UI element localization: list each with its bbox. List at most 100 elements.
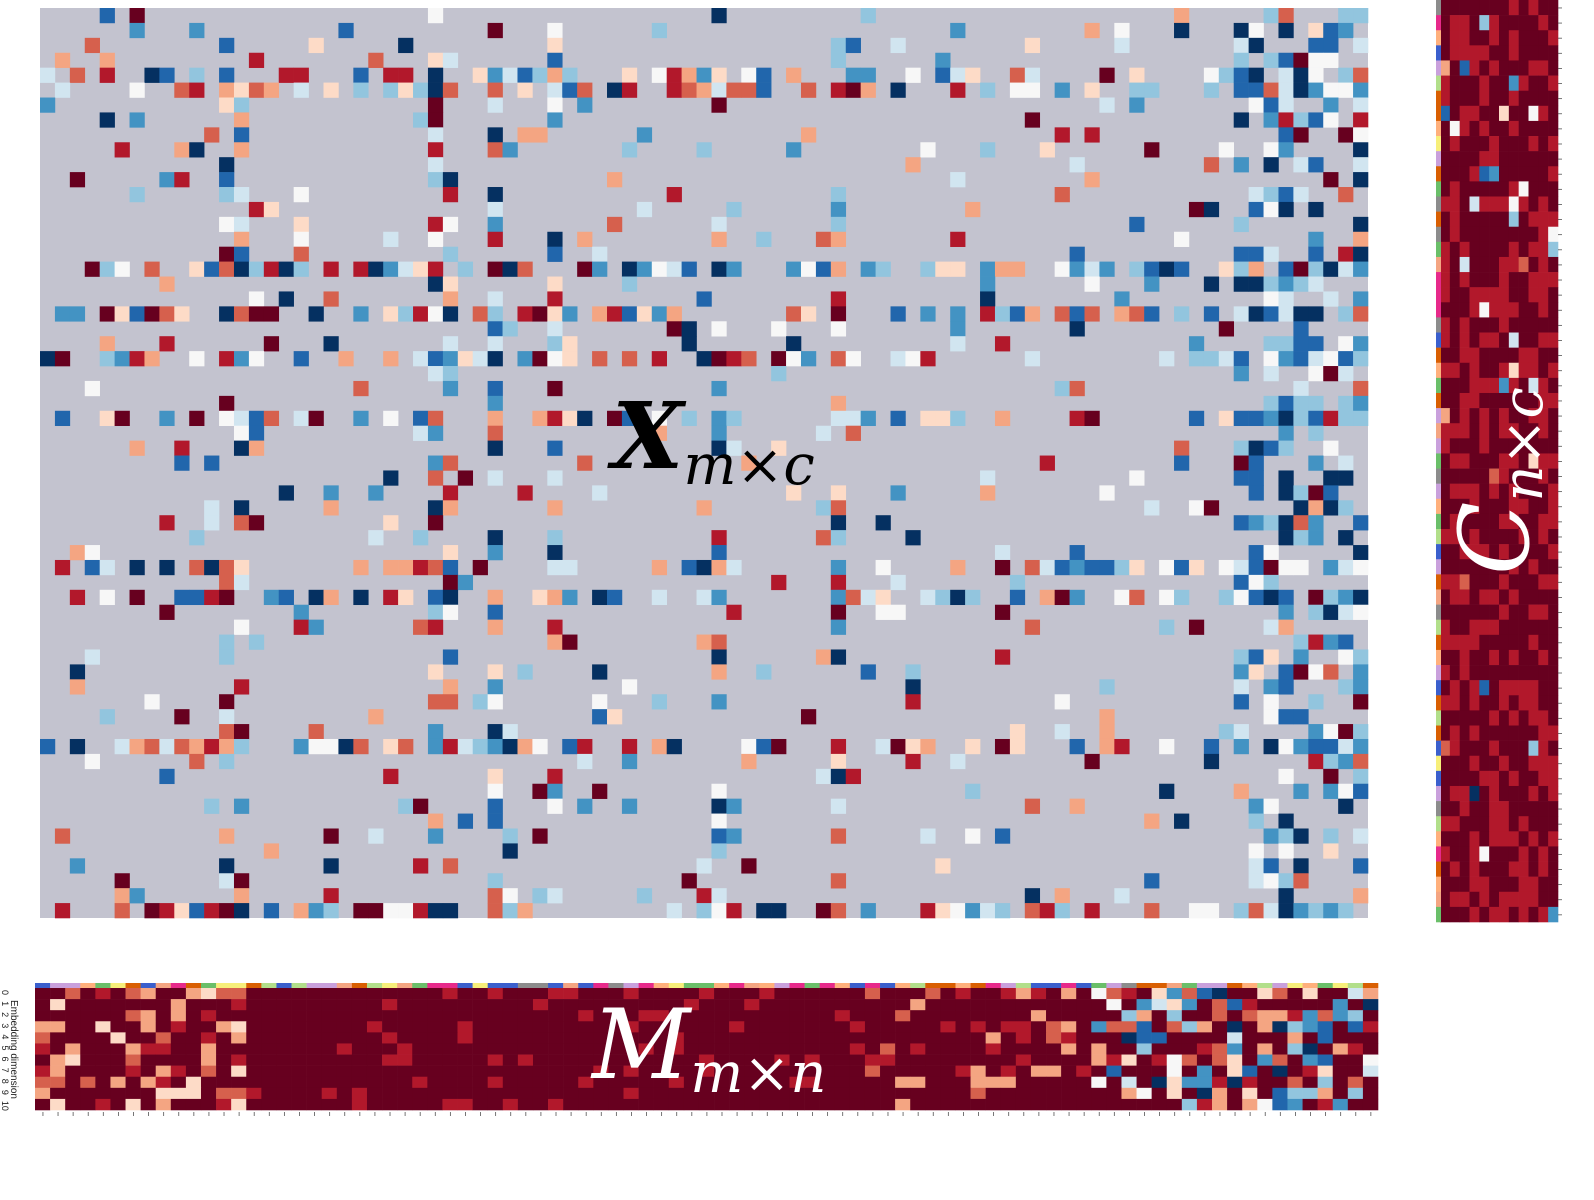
c-cell [1548, 60, 1559, 76]
m-tick [691, 1112, 693, 1116]
m-cell [170, 1098, 187, 1111]
c-cell [1508, 151, 1519, 167]
c-cell [1528, 211, 1539, 228]
x-cell [1233, 679, 1249, 695]
m-cell [1166, 1065, 1183, 1078]
x-cell [1293, 649, 1309, 665]
x-cell [607, 410, 623, 427]
m-cell [412, 988, 428, 1000]
m-cell [457, 988, 473, 1000]
m-cell [1196, 1087, 1213, 1100]
c-cell [1538, 680, 1549, 696]
m-cell [955, 1076, 971, 1089]
x-cell [815, 231, 832, 247]
m-cell [1076, 1065, 1092, 1078]
x-cell [890, 410, 906, 427]
x-cell [1233, 724, 1249, 740]
x-cell [1174, 589, 1190, 606]
x-cell [1338, 8, 1354, 24]
m-color-strip-segment [1166, 983, 1183, 988]
m-cell [336, 1098, 353, 1111]
x-cell [427, 231, 444, 247]
x-cell [1278, 336, 1294, 352]
c-cell [1469, 498, 1480, 515]
m-cell [563, 1021, 579, 1033]
x-cell [248, 515, 265, 531]
m-cell [110, 1043, 126, 1055]
c-cell [1518, 30, 1529, 46]
c-cell [1538, 332, 1549, 348]
c-cell [1489, 861, 1500, 877]
m-cell [1000, 999, 1017, 1011]
x-cell [1278, 306, 1294, 322]
c-cell [1548, 226, 1559, 243]
x-cell [233, 410, 250, 427]
c-color-strip-segment [1436, 574, 1441, 590]
x-cell [219, 351, 235, 367]
m-cell [1181, 988, 1198, 1000]
m-cell [819, 1032, 836, 1044]
c-cell [1548, 680, 1559, 696]
x-cell [69, 67, 86, 83]
c-cell [1479, 710, 1490, 726]
x-cell [383, 559, 399, 576]
x-cell [1323, 664, 1339, 680]
x-cell [1323, 97, 1339, 113]
x-cell [1248, 470, 1264, 486]
x-cell [547, 440, 563, 456]
c-cell [1548, 906, 1559, 923]
c-cell [1528, 816, 1539, 832]
m-color-strip-segment [1212, 983, 1228, 988]
m-cell [638, 1098, 654, 1111]
m-cell [638, 1021, 654, 1033]
x-cell [219, 82, 235, 98]
m-cell [1196, 1076, 1213, 1089]
c-cell [1528, 377, 1539, 394]
x-cell [1263, 649, 1279, 665]
m-tick [1340, 1112, 1342, 1116]
m-cell [834, 1087, 851, 1100]
x-cell [442, 604, 459, 620]
m-cell [880, 999, 896, 1011]
c-cell [1538, 483, 1549, 500]
c-cell [1449, 906, 1460, 923]
x-cell [1353, 395, 1369, 412]
x-cell [1308, 112, 1324, 128]
x-cell [592, 783, 608, 799]
c-cell [1440, 15, 1451, 31]
m-cell [366, 1010, 383, 1022]
m-cell [366, 1065, 383, 1078]
m-cell [683, 1054, 700, 1066]
m-color-strip-segment [200, 983, 217, 988]
x-cell [1233, 559, 1249, 576]
m-cell [170, 988, 187, 1000]
x-cell [219, 187, 235, 203]
c-cell [1499, 513, 1510, 530]
c-cell [1518, 317, 1529, 333]
x-cell [830, 515, 847, 531]
x-cell [293, 351, 309, 367]
m-cell [849, 988, 866, 1000]
x-cell [1084, 559, 1100, 576]
x-cell [965, 828, 981, 844]
m-cell [95, 1054, 111, 1066]
m-tick [1083, 1112, 1085, 1116]
c-label-sub: n×c [1491, 387, 1556, 501]
c-cell [1459, 589, 1470, 605]
m-cell [216, 1065, 232, 1078]
x-cell [1308, 231, 1324, 247]
c-cell [1499, 740, 1510, 757]
m-cell [668, 1021, 685, 1033]
x-cell [1293, 873, 1309, 889]
m-cell [306, 988, 323, 1000]
c-cell [1538, 801, 1549, 817]
c-cell [1528, 75, 1539, 91]
c-cell [1459, 317, 1470, 333]
m-cell [1302, 1076, 1318, 1089]
m-cell [336, 1087, 353, 1100]
x-cell [398, 261, 414, 277]
x-cell [159, 172, 175, 188]
x-cell [263, 903, 280, 919]
c-cell [1489, 755, 1500, 772]
x-cell [711, 425, 727, 441]
